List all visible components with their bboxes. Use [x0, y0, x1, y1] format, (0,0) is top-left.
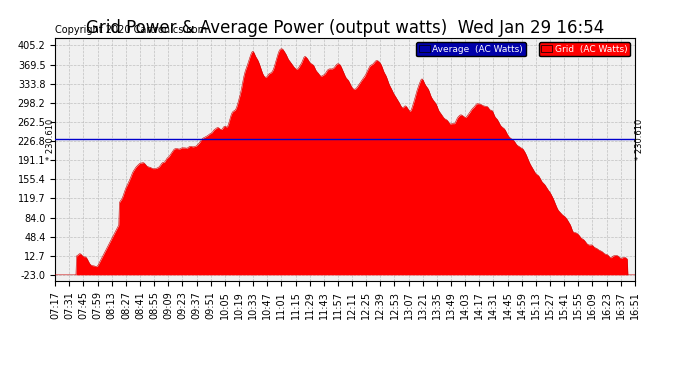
Text: * 230.610: * 230.610	[635, 118, 644, 160]
Legend: Grid  (AC Watts): Grid (AC Watts)	[539, 42, 630, 56]
Text: Copyright 2020 Cartronics.com: Copyright 2020 Cartronics.com	[55, 25, 207, 35]
Title: Grid Power & Average Power (output watts)  Wed Jan 29 16:54: Grid Power & Average Power (output watts…	[86, 20, 604, 38]
Text: * 230.610: * 230.610	[46, 118, 55, 160]
